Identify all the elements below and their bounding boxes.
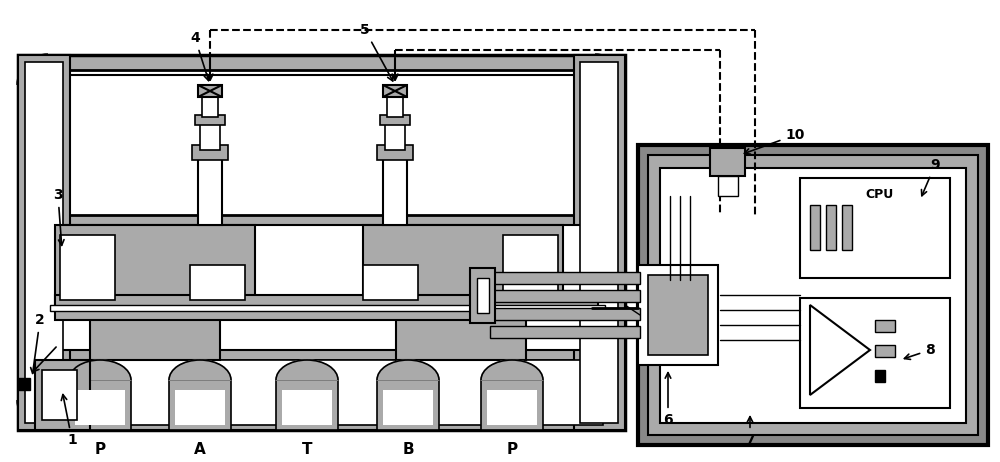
Bar bbox=[282, 390, 332, 425]
Bar bbox=[90, 308, 220, 360]
Bar bbox=[69, 380, 131, 430]
Bar bbox=[25, 62, 63, 423]
Polygon shape bbox=[276, 360, 338, 380]
Bar bbox=[490, 290, 640, 302]
Bar bbox=[18, 55, 70, 430]
Bar bbox=[198, 155, 222, 225]
Bar bbox=[50, 305, 605, 311]
Bar bbox=[396, 308, 526, 360]
Bar bbox=[383, 390, 433, 425]
Bar bbox=[800, 298, 950, 408]
Bar bbox=[380, 115, 410, 125]
Bar bbox=[490, 326, 640, 338]
Bar bbox=[487, 390, 537, 425]
Wedge shape bbox=[595, 400, 625, 430]
Bar bbox=[810, 205, 820, 250]
Bar bbox=[35, 360, 90, 430]
Bar bbox=[490, 272, 640, 284]
Bar bbox=[195, 115, 225, 125]
Bar bbox=[35, 355, 608, 430]
Bar bbox=[50, 225, 593, 350]
Bar bbox=[60, 235, 115, 300]
Bar bbox=[42, 370, 77, 420]
Bar bbox=[710, 148, 745, 176]
Polygon shape bbox=[481, 360, 543, 380]
Bar bbox=[648, 275, 708, 355]
Bar bbox=[648, 155, 978, 435]
Bar bbox=[638, 145, 988, 445]
Bar bbox=[826, 205, 836, 250]
Wedge shape bbox=[18, 55, 48, 85]
Bar bbox=[276, 380, 338, 430]
Bar bbox=[477, 278, 489, 313]
Bar bbox=[490, 308, 640, 320]
Bar bbox=[75, 390, 125, 425]
Bar bbox=[383, 85, 407, 97]
Bar bbox=[377, 380, 439, 430]
Text: P: P bbox=[94, 443, 106, 457]
Bar bbox=[660, 168, 966, 423]
Bar bbox=[503, 235, 558, 300]
Bar bbox=[842, 205, 852, 250]
Text: 9: 9 bbox=[921, 158, 940, 196]
Bar bbox=[363, 265, 418, 300]
Polygon shape bbox=[69, 360, 131, 380]
Bar bbox=[40, 75, 603, 410]
Text: P: P bbox=[506, 443, 518, 457]
Bar bbox=[574, 55, 625, 430]
Bar bbox=[718, 176, 738, 196]
Text: 7: 7 bbox=[745, 417, 755, 447]
Bar bbox=[385, 120, 405, 150]
Text: 5: 5 bbox=[360, 23, 393, 81]
Text: 1: 1 bbox=[61, 395, 77, 447]
Bar bbox=[18, 55, 625, 430]
Bar bbox=[875, 370, 885, 382]
Bar bbox=[875, 320, 895, 332]
Polygon shape bbox=[169, 360, 231, 380]
Text: 3: 3 bbox=[53, 188, 64, 245]
Bar bbox=[875, 345, 895, 357]
Bar bbox=[200, 120, 220, 150]
Bar bbox=[18, 378, 30, 390]
Bar bbox=[580, 62, 618, 423]
Text: A: A bbox=[194, 443, 206, 457]
Bar bbox=[387, 95, 403, 117]
Text: 2: 2 bbox=[31, 313, 45, 373]
Text: T: T bbox=[302, 443, 312, 457]
Bar bbox=[198, 85, 222, 97]
Text: CPU: CPU bbox=[866, 188, 894, 201]
Bar bbox=[481, 380, 543, 430]
Bar bbox=[202, 95, 218, 117]
Polygon shape bbox=[377, 360, 439, 380]
Bar bbox=[40, 215, 603, 360]
Text: 10: 10 bbox=[744, 128, 805, 154]
Bar bbox=[377, 145, 413, 160]
Bar bbox=[169, 380, 231, 430]
Text: 8: 8 bbox=[904, 343, 935, 359]
Bar bbox=[175, 390, 225, 425]
Bar bbox=[363, 225, 563, 310]
Bar bbox=[35, 70, 608, 415]
Bar bbox=[383, 155, 407, 225]
Wedge shape bbox=[18, 400, 48, 430]
Bar bbox=[55, 295, 598, 320]
Bar bbox=[40, 360, 603, 425]
Text: 6: 6 bbox=[663, 373, 673, 427]
Bar bbox=[800, 178, 950, 278]
Wedge shape bbox=[595, 55, 625, 85]
Bar bbox=[55, 225, 255, 310]
Bar bbox=[192, 145, 228, 160]
Bar bbox=[638, 265, 718, 365]
Text: B: B bbox=[402, 443, 414, 457]
Text: 4: 4 bbox=[190, 31, 210, 80]
Bar bbox=[470, 268, 495, 323]
Bar bbox=[190, 265, 245, 300]
